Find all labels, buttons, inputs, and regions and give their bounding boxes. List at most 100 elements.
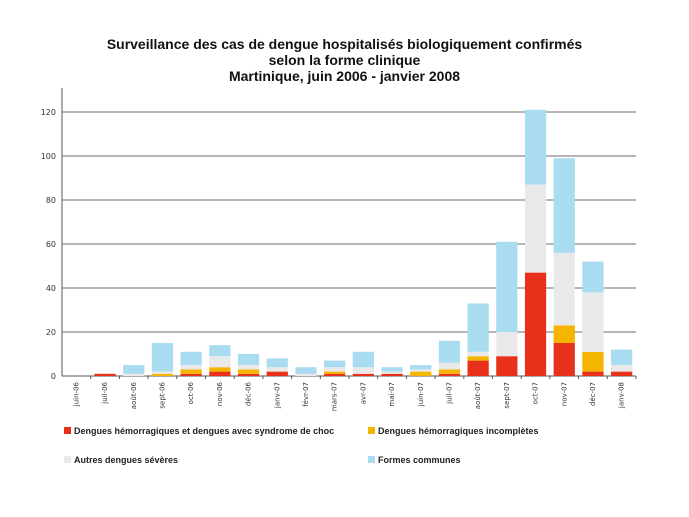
x-tick-label-9: mars-07 xyxy=(331,382,339,411)
bar-3-9 xyxy=(324,360,346,368)
bar-2-2 xyxy=(123,373,145,376)
bar-1-4 xyxy=(180,369,202,374)
bar-3-19 xyxy=(611,349,633,365)
bar-1-6 xyxy=(237,369,260,374)
bar-1-18 xyxy=(582,351,604,372)
bar-1-9 xyxy=(324,371,346,374)
x-tick-label-6: déc-06 xyxy=(245,381,253,406)
y-tick-label-0: 0 xyxy=(51,372,56,381)
bar-2-15 xyxy=(496,332,518,357)
bar-0-17 xyxy=(553,343,575,376)
bar-3-12 xyxy=(410,365,432,370)
y-tick-label-40: 40 xyxy=(46,284,56,293)
bar-2-12 xyxy=(410,369,432,372)
bar-3-10 xyxy=(352,351,374,368)
x-tick-label-4: oct-06 xyxy=(187,381,195,404)
x-tick-label-18: déc-07 xyxy=(589,382,597,406)
bar-3-7 xyxy=(266,358,288,368)
y-tick-label-20: 20 xyxy=(46,328,56,337)
x-tick-label-13: juil-07 xyxy=(445,382,453,405)
bar-0-10 xyxy=(352,373,374,376)
x-tick-label-0: juin-06 xyxy=(72,381,80,407)
x-tick-label-11: mai-07 xyxy=(388,382,396,407)
bar-0-11 xyxy=(381,373,403,376)
bar-3-15 xyxy=(496,241,518,332)
bar-2-11 xyxy=(381,371,403,374)
bar-2-14 xyxy=(467,351,489,357)
legend-swatch-2 xyxy=(64,456,71,463)
bar-1-12 xyxy=(410,371,432,376)
bar-2-7 xyxy=(266,367,288,372)
bar-2-8 xyxy=(295,373,317,376)
bar-0-5 xyxy=(209,371,231,376)
bar-3-5 xyxy=(209,345,231,357)
bar-2-18 xyxy=(582,292,604,352)
x-tick-label-10: avr-07 xyxy=(359,382,367,404)
x-tick-label-14: août-07 xyxy=(474,382,482,409)
legend-label-2: Autres dengues sévères xyxy=(74,455,178,465)
bar-2-5 xyxy=(209,356,231,368)
bar-2-4 xyxy=(180,365,202,370)
bar-0-4 xyxy=(180,373,202,376)
bar-2-13 xyxy=(438,362,461,370)
bar-0-6 xyxy=(237,373,260,376)
chart-title-line-1: Surveillance des cas de dengue hospitali… xyxy=(106,36,583,52)
bar-2-6 xyxy=(237,365,260,370)
x-tick-label-1: juil-06 xyxy=(101,381,109,404)
legend-label-0: Dengues hémorragiques et dengues avec sy… xyxy=(74,426,334,436)
bar-3-14 xyxy=(467,303,489,352)
bar-2-17 xyxy=(553,252,575,326)
bar-3-8 xyxy=(295,367,317,374)
bar-3-17 xyxy=(553,158,575,253)
bar-0-18 xyxy=(582,371,604,376)
bar-1-5 xyxy=(209,367,231,372)
bar-3-16 xyxy=(524,109,547,185)
chart-title: Surveillance des cas de dengue hospitali… xyxy=(0,36,689,84)
x-tick-label-2: août-06 xyxy=(130,381,138,409)
x-tick-label-5: nov-06 xyxy=(216,381,224,406)
bar-3-2 xyxy=(123,365,145,374)
y-tick-label-100: 100 xyxy=(41,152,56,161)
bar-2-9 xyxy=(324,367,346,372)
x-tick-label-8: févr-07 xyxy=(302,382,310,407)
bar-0-15 xyxy=(496,356,518,376)
bar-2-16 xyxy=(524,184,547,273)
legend-swatch-0 xyxy=(64,427,71,434)
y-tick-label-120: 120 xyxy=(41,108,56,117)
x-tick-label-7: janv-07 xyxy=(273,382,281,409)
bar-0-1 xyxy=(94,373,116,376)
legend-swatch-3 xyxy=(368,456,375,463)
chart-title-line-3: Martinique, juin 2006 - janvier 2008 xyxy=(228,68,461,84)
bar-1-14 xyxy=(467,356,489,361)
bar-3-4 xyxy=(180,351,202,365)
x-tick-label-12: juin-07 xyxy=(417,382,425,407)
bar-1-3 xyxy=(151,373,174,376)
bar-0-7 xyxy=(266,371,288,376)
bar-2-19 xyxy=(611,365,633,372)
y-tick-label-80: 80 xyxy=(46,196,56,205)
x-tick-label-19: janv-08 xyxy=(618,382,626,409)
x-tick-label-16: oct-07 xyxy=(532,382,540,404)
chart-title-line-2: selon la forme clinique xyxy=(268,52,421,68)
bar-0-9 xyxy=(324,373,346,376)
bar-1-17 xyxy=(553,325,575,343)
bar-3-13 xyxy=(438,340,461,363)
bar-3-11 xyxy=(381,367,403,372)
legend-swatch-1 xyxy=(368,427,375,434)
bar-0-19 xyxy=(611,371,633,376)
y-tick-label-60: 60 xyxy=(46,240,56,249)
bar-2-10 xyxy=(352,367,374,374)
legend-label-1: Dengues hémorragiques incomplètes xyxy=(378,426,539,436)
legend-label-3: Formes communes xyxy=(378,455,461,465)
bar-1-13 xyxy=(438,369,461,374)
bar-0-16 xyxy=(524,272,547,376)
x-tick-label-3: sept-06 xyxy=(158,381,166,408)
bar-0-13 xyxy=(438,373,461,376)
x-tick-label-17: nov-07 xyxy=(560,382,568,406)
bar-3-6 xyxy=(237,354,260,365)
bar-3-3 xyxy=(151,343,174,372)
x-tick-label-15: sept-07 xyxy=(503,382,511,409)
bar-0-14 xyxy=(467,360,489,376)
